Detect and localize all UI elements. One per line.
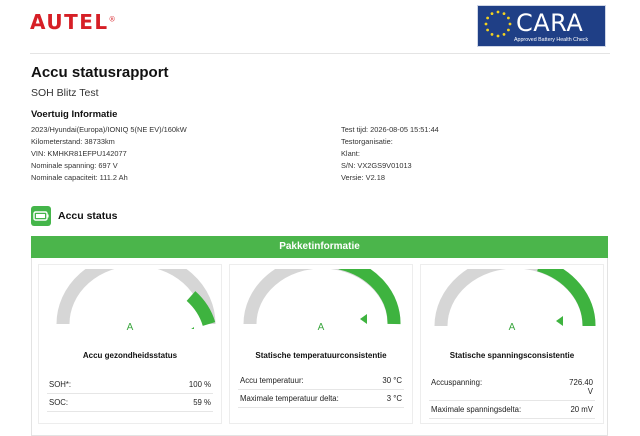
header-divider <box>30 53 610 54</box>
vehicle-info-left: 2023/Hyundai(Europa)/IONIQ 5(NE EV)/160k… <box>31 124 187 184</box>
gauge-card-health: A Accu gezondheidsstatus SOH*: 100 % SOC… <box>38 264 222 424</box>
vehicle-vin: VIN: KMHKR81EFPU142077 <box>31 149 127 158</box>
soc-value: 59 % <box>193 398 211 407</box>
battery-temperature-value: 30 °C <box>382 376 402 385</box>
voltage-gauge-title: Statische spanningsconsistentie <box>449 351 575 360</box>
temperature-gauge-title: Statische temperatuurconsistentie <box>255 351 387 360</box>
max-temperature-delta-label: Maximale temperatuur delta: <box>240 394 339 403</box>
report-title: Accu statusrapport <box>31 64 169 81</box>
soh-label: SOH*: <box>49 380 72 389</box>
battery-voltage-label: Accuspanning: <box>431 378 483 387</box>
row-divider <box>238 407 404 408</box>
voltage-grade: A <box>508 322 516 333</box>
max-voltage-delta-label: Maximale spanningsdelta: <box>431 405 522 414</box>
cara-logo: CARA Approved Battery Health Check <box>477 5 606 47</box>
health-gauge-title: Accu gezondheidsstatus <box>82 351 178 360</box>
voltage-gauge-icon <box>434 269 596 327</box>
status-title: Accu status <box>58 210 118 222</box>
eu-stars-icon <box>484 10 512 38</box>
vehicle-info-right: Test tijd: 2026-08-05 15:51:44 Testorgan… <box>341 124 439 184</box>
package-info-header: Pakketinformatie <box>31 236 608 258</box>
battery-voltage-value: 726.40 V <box>569 378 593 396</box>
row-divider <box>429 418 595 419</box>
gauge-card-voltage: A Statische spanningsconsistentie Accusp… <box>420 264 604 424</box>
cara-title: CARA <box>516 9 584 37</box>
cara-subtitle: Approved Battery Health Check <box>514 37 589 43</box>
health-grade: A <box>126 322 134 333</box>
vehicle-nominal-capacity: Nominale capaciteit: 111.2 Ah <box>31 173 128 182</box>
row-divider <box>429 400 595 401</box>
customer: Klant: <box>341 149 360 158</box>
vehicle-info-heading: Voertuig Informatie <box>31 109 118 120</box>
health-gauge-icon <box>56 269 216 329</box>
soc-row: SOC: 59 % <box>49 398 211 407</box>
row-divider <box>238 389 404 390</box>
soh-row: SOH*: 100 % <box>49 380 211 389</box>
test-organisation: Testorganisatie: <box>341 137 393 146</box>
temperature-gauge-icon <box>243 269 401 325</box>
software-version: Versie: V2.18 <box>341 173 385 182</box>
temperature-grade: A <box>317 322 325 333</box>
battery-temperature-row: Accu temperatuur: 30 °C <box>240 376 402 385</box>
max-voltage-delta-value: 20 mV <box>570 405 593 414</box>
vehicle-mileage: Kilometerstand: 38733km <box>31 137 115 146</box>
max-voltage-delta-row: Maximale spanningsdelta: 20 mV <box>431 405 593 414</box>
test-time: Test tijd: 2026-08-05 15:51:44 <box>341 125 439 134</box>
battery-voltage-row: Accuspanning: 726.40 V <box>431 378 593 396</box>
serial-number: S/N: VX2GS9V01013 <box>341 161 412 170</box>
max-temperature-delta-value: 3 °C <box>386 394 402 403</box>
report-subtitle: SOH Blitz Test <box>31 87 99 99</box>
battery-temperature-label: Accu temperatuur: <box>240 376 304 385</box>
brand-mark: ® <box>108 15 118 24</box>
gauge-card-temperature: A Statische temperatuurconsistentie Accu… <box>229 264 413 424</box>
battery-status-icon <box>31 206 51 226</box>
soh-value: 100 % <box>188 380 211 389</box>
vehicle-model: 2023/Hyundai(Europa)/IONIQ 5(NE EV)/160k… <box>31 125 187 134</box>
brand-name: AUTEL <box>30 10 109 34</box>
soc-label: SOC: <box>49 398 69 407</box>
vehicle-nominal-voltage: Nominale spanning: 697 V <box>31 161 118 170</box>
autel-logo: AUTEL® <box>30 10 117 34</box>
row-divider <box>47 393 213 394</box>
row-divider <box>47 411 213 412</box>
max-temperature-delta-row: Maximale temperatuur delta: 3 °C <box>240 394 402 403</box>
